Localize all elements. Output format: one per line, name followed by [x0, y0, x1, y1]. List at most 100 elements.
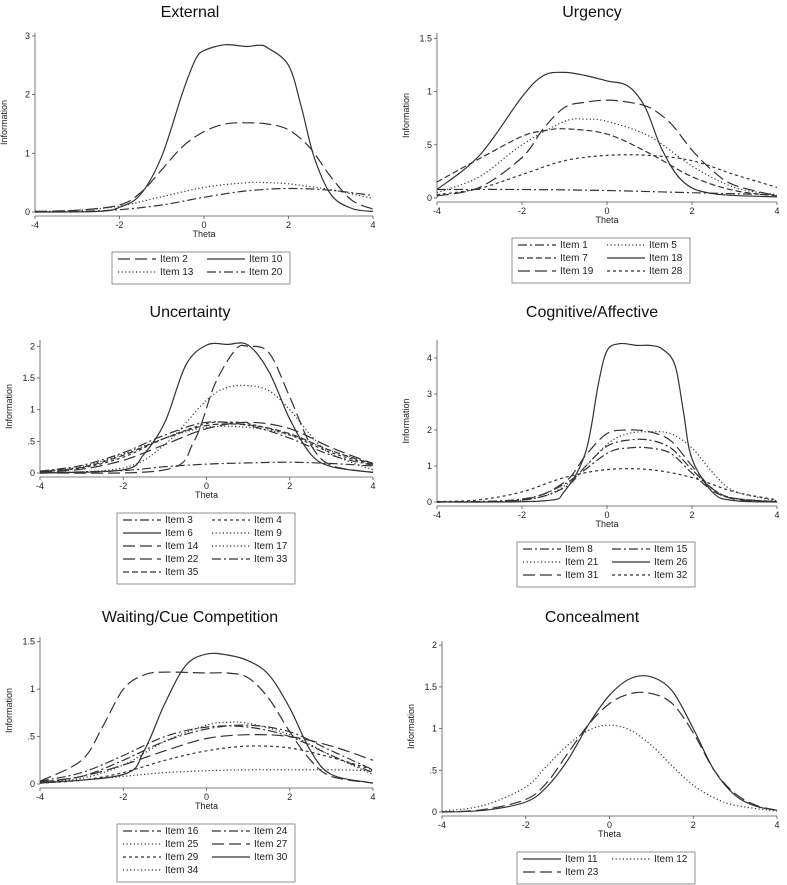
series-line — [436, 446, 778, 503]
x-tick-label: 2 — [689, 206, 694, 216]
legend-label: Item 10 — [249, 254, 283, 265]
y-tick-label: 0 — [25, 207, 30, 217]
x-tick-label: 0 — [204, 792, 209, 802]
legend-label: Item 32 — [654, 570, 688, 581]
series-line — [39, 421, 374, 472]
y-tick-label: 0 — [30, 468, 35, 478]
y-tick-label: 1.5 — [22, 637, 35, 647]
y-tick-label: .5 — [429, 765, 437, 775]
legend-label: Item 26 — [654, 557, 688, 568]
series-line — [436, 188, 778, 196]
legend-label: Item 29 — [165, 852, 199, 863]
series-line — [39, 342, 374, 474]
x-tick-label: 2 — [287, 481, 292, 491]
legend-label: Item 35 — [165, 567, 199, 578]
legend-label: Item 31 — [565, 570, 599, 581]
y-axis-label: Information — [4, 688, 14, 733]
legend-label: Item 18 — [649, 253, 683, 264]
chart-title: Uncertainty — [150, 304, 231, 321]
y-tick-label: 3 — [25, 31, 30, 41]
y-tick-label: 0 — [427, 193, 432, 203]
x-axis-label: Theta — [192, 229, 215, 239]
y-axis-label: Information — [4, 384, 14, 429]
x-tick-label: 0 — [604, 206, 609, 216]
legend-label: Item 34 — [165, 865, 199, 876]
x-tick-label: -4 — [36, 792, 44, 802]
legend-label: Item 22 — [165, 554, 199, 565]
series-line — [39, 652, 374, 784]
chart-title: Waiting/Cue Competition — [102, 609, 278, 626]
chart-title: External — [161, 4, 220, 21]
panel-1: Urgency 0 .5 1 1.5 -4 -2 0 2 4 Theta Information Ite… — [401, 4, 780, 284]
series-line — [39, 724, 374, 783]
y-tick-label: 1 — [427, 87, 432, 97]
legend-label: Item 20 — [249, 267, 283, 278]
panel-3: Cognitive/Affective 0 1 2 3 4 -4 -2 0 2 4 Theta Info… — [401, 304, 780, 588]
x-tick-label: -2 — [115, 220, 123, 230]
series-line — [441, 691, 778, 813]
y-tick-label: 0 — [432, 807, 437, 817]
legend — [516, 851, 696, 885]
x-tick-label: -2 — [518, 206, 526, 216]
x-tick-label: 4 — [370, 220, 375, 230]
series-line — [441, 724, 778, 812]
x-tick-label: 2 — [287, 792, 292, 802]
y-tick-label: .5 — [424, 140, 432, 150]
legend-label: Item 14 — [165, 541, 199, 552]
x-tick-label: -2 — [119, 481, 127, 491]
x-tick-label: 0 — [607, 820, 612, 830]
x-tick-label: 4 — [774, 206, 779, 216]
panel-2: Uncertainty 0 .5 1 1.5 2 -4 -2 0 2 4 Theta Informati… — [4, 304, 376, 585]
legend-label: Item 15 — [654, 544, 688, 555]
legend-label: Item 17 — [254, 541, 288, 552]
y-tick-label: 1 — [432, 724, 437, 734]
legend-label: Item 9 — [254, 528, 282, 539]
x-tick-label: -2 — [522, 820, 530, 830]
x-tick-label: -2 — [119, 792, 127, 802]
x-axis-label: Theta — [595, 215, 618, 225]
y-tick-label: 2 — [427, 425, 432, 435]
series-line — [436, 429, 778, 503]
series-line — [34, 122, 374, 212]
series-line — [34, 187, 374, 213]
y-tick-label: 1 — [30, 405, 35, 415]
y-tick-label: .5 — [27, 436, 35, 446]
series-line — [436, 128, 778, 197]
legend-label: Item 28 — [649, 266, 683, 277]
y-axis-label: Information — [401, 398, 411, 443]
legend-label: Item 8 — [565, 544, 593, 555]
panel-0: External 0 1 2 3 -4 -2 0 2 4 Theta Information Item … — [0, 4, 376, 285]
x-tick-label: 0 — [604, 510, 609, 520]
series-line — [436, 431, 778, 503]
x-tick-label: -2 — [518, 510, 526, 520]
x-tick-label: 0 — [204, 481, 209, 491]
x-tick-label: 4 — [774, 820, 779, 830]
panel-5: Concealment 0 .5 1 1.5 2 -4 -2 0 2 4 Theta Informati… — [406, 609, 780, 885]
y-tick-label: 2 — [25, 90, 30, 100]
y-tick-label: 1.5 — [419, 33, 432, 43]
series-line — [436, 71, 778, 198]
legend-label: Item 5 — [649, 240, 677, 251]
legend-label: Item 13 — [160, 267, 194, 278]
legend-label: Item 19 — [560, 266, 594, 277]
y-tick-label: 1 — [30, 684, 35, 694]
y-tick-label: 2 — [432, 640, 437, 650]
legend-label: Item 24 — [254, 826, 288, 837]
series-line — [39, 725, 374, 782]
legend-label: Item 33 — [254, 554, 288, 565]
series-line — [436, 342, 778, 503]
x-tick-label: -4 — [438, 820, 446, 830]
legend-label: Item 12 — [654, 854, 688, 865]
series-line — [39, 461, 374, 474]
y-axis-label: Information — [401, 93, 411, 138]
y-tick-label: 3 — [427, 389, 432, 399]
series-line — [39, 421, 374, 473]
legend-label: Item 25 — [165, 839, 199, 850]
series-line — [436, 154, 778, 196]
legend-label: Item 11 — [565, 854, 598, 865]
x-tick-label: 2 — [286, 220, 291, 230]
series-line — [34, 44, 374, 213]
x-tick-label: 2 — [689, 510, 694, 520]
legend-label: Item 16 — [165, 826, 199, 837]
